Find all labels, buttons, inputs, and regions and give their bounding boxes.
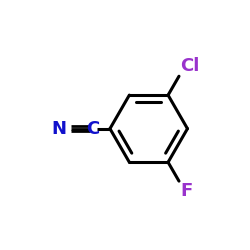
Text: C: C — [86, 120, 99, 138]
Text: F: F — [180, 182, 192, 200]
Text: Cl: Cl — [180, 57, 200, 75]
Text: N: N — [51, 120, 66, 138]
